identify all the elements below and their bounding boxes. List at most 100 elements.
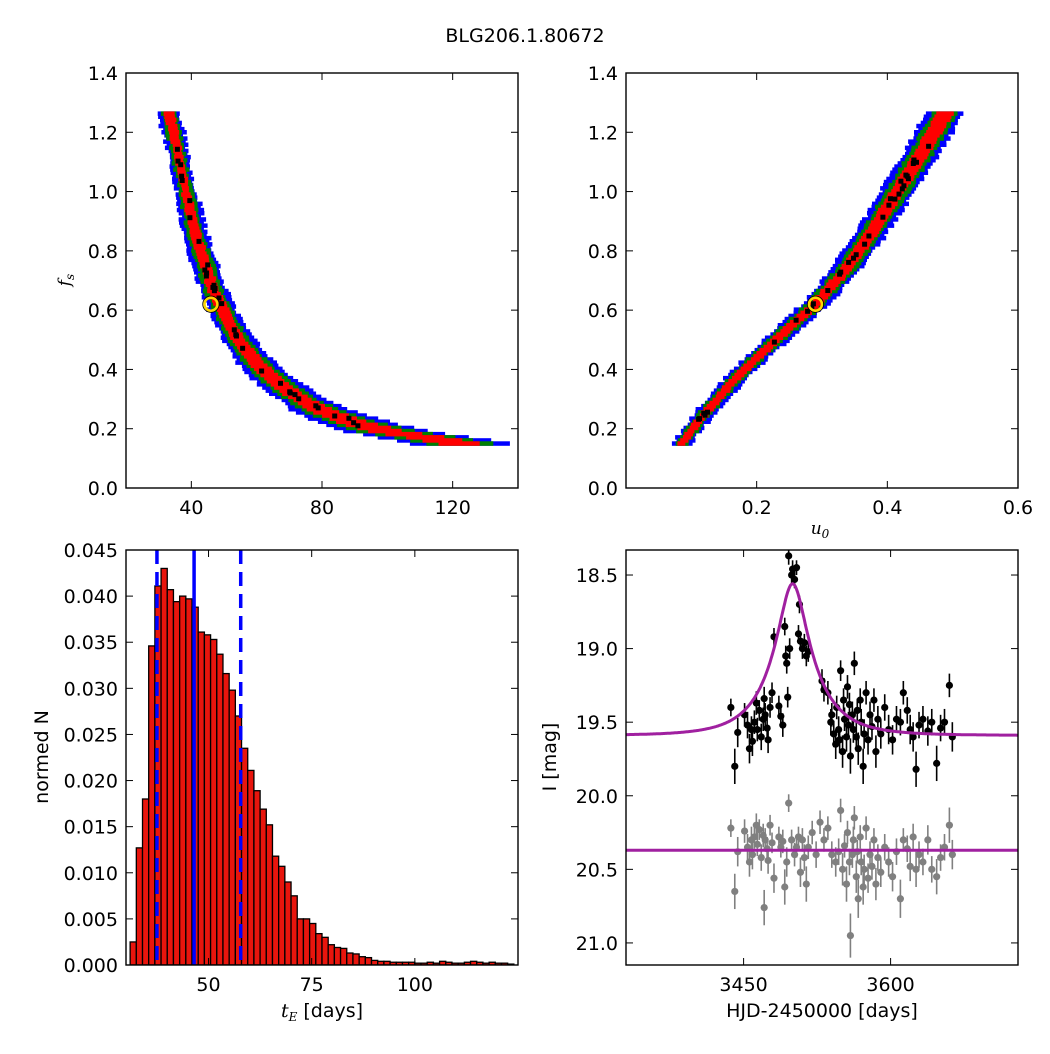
te-fs-contour-inner-cell	[169, 130, 180, 135]
panel-te-histogram: 50 75 100 0.000 0.005 0.010 0.015 0.020 0.025 0.0…	[31, 540, 519, 1024]
u0-fs-contour-core-cell	[866, 233, 872, 239]
te-fs-contour-inner-cell	[184, 204, 195, 210]
light-curve-point	[850, 659, 858, 667]
histogram-ytick-label: 0.030	[64, 678, 118, 700]
te-fs-contour-inner-cell	[187, 220, 198, 225]
u0-fs-contour-core-cell	[880, 214, 886, 220]
histogram-bar	[302, 918, 311, 965]
light-curve-point	[854, 895, 862, 903]
light-curve-point	[727, 703, 735, 712]
te-fs-contour-inner-cell	[248, 360, 264, 365]
light-curve-point	[836, 736, 844, 744]
te-fs-contour-core-cell	[202, 267, 208, 273]
u0-fs-ytick-label: 1.0	[588, 182, 618, 204]
light-curve-point	[888, 873, 897, 881]
u0-fs-ytick-label: 1.2	[588, 122, 618, 144]
light-curve-point	[832, 858, 840, 866]
te-fs-contour-core-cell	[187, 198, 193, 204]
light-curve-point	[912, 765, 920, 773]
te-fs-contour-inner-cell	[250, 363, 268, 368]
light-curve-point	[768, 689, 776, 697]
panel-te-histogram-ticks: 50 75 100 0.000 0.005 0.010 0.015 0.020 0.025 0.0…	[64, 540, 518, 996]
light-curve-point	[936, 724, 945, 732]
u0-fs-contour-inner-cell	[911, 154, 928, 160]
light-curve-point	[783, 659, 791, 667]
histogram-bar	[185, 598, 193, 965]
te-fs-contour-inner-cell	[168, 123, 178, 129]
light-curve-point	[881, 703, 889, 712]
light-curve-point	[800, 639, 808, 647]
te-fs-contour-inner-cell	[165, 117, 177, 123]
u0-fs-contour-inner-cell	[918, 145, 934, 151]
histogram-bar	[129, 941, 137, 965]
te-fs-contour-inner-cell	[174, 151, 183, 157]
u0-fs-contour-core-cell	[793, 317, 799, 323]
light-curve-point	[785, 799, 793, 807]
light-curve-point	[752, 699, 760, 707]
u0-fs-contour-inner-cell	[840, 267, 852, 272]
u0-fs-contour-inner-cell	[892, 186, 907, 191]
light-curve-point	[839, 696, 848, 704]
u0-fs-contour-inner-cell	[924, 133, 940, 138]
te-fs-contour-core-cell	[231, 327, 237, 333]
te-fs-contour-inner-cell	[218, 310, 231, 316]
u0-fs-contour-inner-cell	[926, 130, 943, 135]
light-curve-point	[748, 737, 757, 745]
histogram-bar	[358, 956, 366, 965]
te-fs-contour-inner-cell	[210, 291, 221, 297]
te-fs-xtick-label: 80	[310, 497, 334, 519]
light-curve-point	[945, 681, 954, 689]
panel-te-vs-fs-ylabel: fs	[55, 274, 77, 288]
u0-fs-contour-inner-cell	[680, 438, 689, 443]
histogram-bar	[265, 824, 274, 965]
light-curve-point	[792, 564, 801, 572]
light-curve-point	[784, 693, 792, 701]
light-curve-point	[915, 721, 923, 729]
light-curve-point	[766, 821, 774, 829]
te-fs-contour-inner-cell	[170, 139, 181, 144]
light-curve-point	[800, 853, 808, 862]
te-fs-contour-inner-cell	[172, 142, 181, 147]
light-curve-point	[843, 828, 852, 837]
light-curve-point	[785, 552, 793, 560]
panel-te-histogram-xlabel: tE [days]	[281, 1000, 363, 1024]
te-fs-contour-inner-cell	[165, 120, 176, 126]
u0-fs-ytick-label: 0.4	[588, 359, 618, 381]
light-curve-point	[872, 880, 880, 888]
u0-fs-contour-core-cell	[914, 159, 919, 165]
te-fs-contour-inner-cell	[313, 410, 340, 415]
te-fs-contour-core-cell	[240, 345, 246, 351]
te-fs-contour-inner-cell	[184, 201, 195, 207]
te-fs-best-fit-marker	[203, 296, 219, 312]
te-fs-contour-inner-cell	[177, 167, 186, 172]
figure-title: BLG206.1.80672	[445, 25, 604, 47]
light-curve-point	[843, 683, 852, 691]
te-fs-contour-core-cell	[187, 215, 193, 221]
histogram-ytick-label: 0.025	[64, 724, 118, 746]
light-curve-point	[816, 818, 824, 826]
u0-fs-contour-inner-cell	[796, 313, 809, 319]
u0-fs-contour-inner-cell	[841, 263, 854, 269]
u0-fs-contour-inner-cell	[732, 375, 742, 381]
te-fs-contour-core-cell	[296, 396, 302, 402]
light-curve-point	[828, 711, 836, 719]
histogram-ytick-label: 0.010	[64, 863, 118, 885]
histogram-ytick-label: 0.045	[64, 540, 118, 562]
u0-fs-contour-core-cell	[810, 301, 816, 307]
histogram-bar	[364, 956, 373, 965]
light-curve-point	[740, 827, 749, 835]
histogram-ytick-label: 0.000	[64, 955, 118, 977]
te-fs-contour-inner-cell	[438, 441, 480, 446]
light-curve-point	[906, 862, 914, 871]
histogram-bar	[160, 567, 168, 965]
te-fs-contour-core-cell	[175, 158, 181, 164]
u0-fs-contour-inner-cell	[932, 117, 951, 123]
u0-fs-contour-core-cell	[901, 183, 907, 189]
panel-te-histogram-marks	[129, 550, 515, 965]
u0-fs-contour-inner-cell	[812, 298, 825, 303]
light-curve-point	[781, 883, 789, 891]
te-fs-contour-inner-cell	[188, 217, 198, 222]
light-curve-point	[859, 762, 867, 770]
u0-fs-contour-inner-cell	[815, 295, 829, 300]
